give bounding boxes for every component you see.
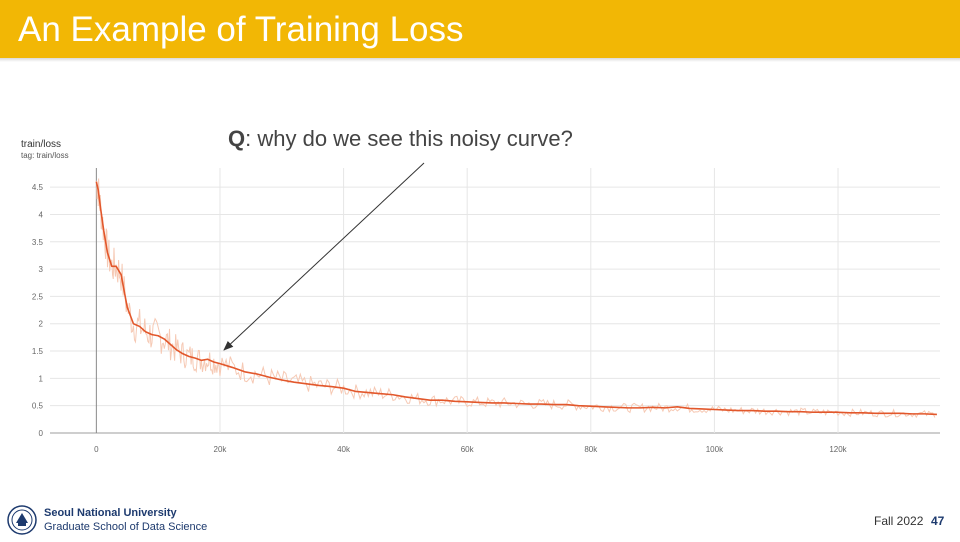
university-logo-icon xyxy=(7,505,37,535)
question-text: Q: why do we see this noisy curve? xyxy=(228,126,573,152)
y-tick-label: 2 xyxy=(39,320,44,329)
y-tick-label: 3 xyxy=(39,265,44,274)
y-tick-label: 0.5 xyxy=(32,402,44,411)
annotation-arrow xyxy=(223,162,425,351)
university-name: Seoul National University xyxy=(44,507,177,519)
loss-line xyxy=(95,181,937,416)
chart-tag: tag: train/loss xyxy=(21,151,69,160)
y-tick-label: 1.5 xyxy=(32,347,44,356)
x-tick-label: 20k xyxy=(214,445,228,454)
x-tick-label: 80k xyxy=(584,445,598,454)
chart-title: train/loss xyxy=(21,139,62,150)
x-tick-label: 0 xyxy=(94,445,99,454)
y-tick-label: 2.5 xyxy=(32,292,44,301)
question-label: Q xyxy=(228,126,246,151)
title-divider xyxy=(0,58,960,62)
semester-label: Fall 2022 xyxy=(874,514,924,528)
y-tick-label: 0 xyxy=(39,429,44,438)
x-tick-label: 40k xyxy=(337,445,351,454)
slide-title: An Example of Training Loss xyxy=(18,10,464,49)
y-tick-label: 1 xyxy=(39,374,44,383)
title-bar: An Example of Training Loss xyxy=(0,0,960,58)
y-tick-label: 4 xyxy=(39,210,44,219)
x-tick-label: 120k xyxy=(829,445,847,454)
x-tick-label: 60k xyxy=(461,445,475,454)
school-name: Graduate School of Data Science xyxy=(44,521,208,533)
x-tick-label: 100k xyxy=(706,445,724,454)
y-tick-label: 4.5 xyxy=(32,183,44,192)
y-tick-label: 3.5 xyxy=(32,238,44,247)
page-number: 47 xyxy=(931,514,945,528)
question-body: : why do we see this noisy curve? xyxy=(245,126,573,151)
